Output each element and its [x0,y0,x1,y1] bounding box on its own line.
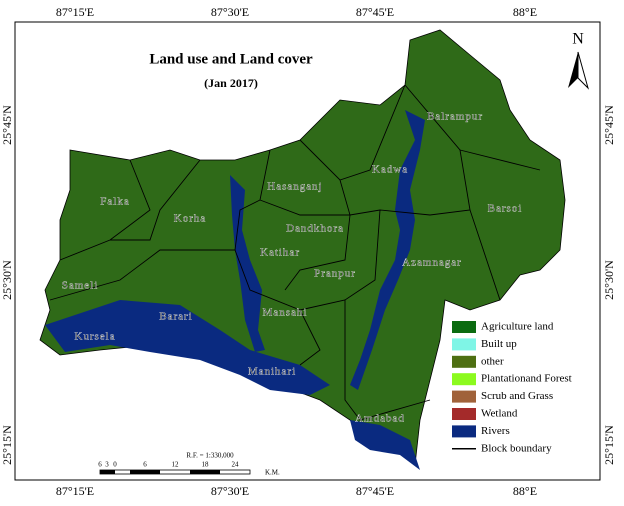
block-label: Azamnagar [402,257,462,269]
legend-label: Scrub and Grass [481,390,553,402]
legend-swatch [452,321,476,333]
latitude-label: 25°45'N [602,105,616,145]
legend-label: Rivers [481,425,510,437]
longitude-label: 88°E [513,5,537,19]
river [350,420,420,470]
block-label: Hasanganj [267,181,322,193]
legend-swatch [452,425,476,438]
block-label: Mansahi [263,307,308,319]
legend-label: Wetland [481,408,518,420]
river [350,110,425,390]
block-label: Kursela [74,331,115,343]
longitude-label: 87°30'E [211,484,249,498]
longitude-label: 87°15'E [56,5,94,19]
scale-tick-label: 3 [105,461,109,469]
legend-swatch [452,338,476,351]
block-label: Dandkhora [286,223,344,235]
river-ganga [45,300,330,395]
block-label: Barari [159,311,192,323]
block-label: Amdabad [355,413,405,425]
latitude-label: 25°15'N [0,425,14,465]
longitude-label: 88°E [513,484,537,498]
scale-tick-label: 24 [232,461,240,469]
block-label: Korha [174,213,207,225]
block-label: Katihar [260,247,300,259]
block-label: Barsoi [488,203,523,215]
legend-swatch [452,390,476,403]
north-label: N [572,31,584,48]
longitude-label: 87°15'E [56,484,94,498]
legend-label: Block boundary [481,442,552,454]
block-label: Manihari [248,366,296,378]
district [39,29,566,466]
legend-swatch [452,408,476,420]
block-boundaries [49,84,541,421]
legend-label: Plantationand Forest [481,373,572,385]
scale-tick-label: 6 [98,461,102,469]
legend-label: Built up [481,338,517,350]
block-label: Balrampur [427,111,483,123]
scale-tick-label: 18 [202,461,210,469]
north-arrow: N [568,31,589,90]
block-label: Falka [100,196,129,208]
block-label: Sameli [62,280,99,292]
legend-label: other [481,355,504,367]
scale-tick-label: 6 [143,461,147,469]
legend-swatch [452,373,476,386]
longitude-label: 87°45'E [356,484,394,498]
map-title: Land use and Land cover [149,51,313,67]
block-label: Kadwa [372,164,408,176]
block-label: Pranpur [314,268,356,280]
scale-tick-label: 0 [113,461,117,469]
latitude-label: 25°15'N [602,425,616,465]
scale-ratio: R.F. = 1:330,000 [186,452,234,460]
scale-tick-label: 12 [172,461,180,469]
latitude-label: 25°45'N [0,105,14,145]
map-subtitle: (Jan 2017) [204,76,258,90]
scale-unit: K.M. [265,469,280,477]
legend-label: Agriculture land [481,321,554,333]
latitude-label: 25°30'N [0,260,14,300]
latitude-label: 25°30'N [602,260,616,300]
longitude-label: 87°30'E [211,5,249,19]
scale-bar: R.F. = 1:330,000 K.M. [99,452,280,477]
longitude-label: 87°45'E [356,5,394,19]
legend-swatch [452,355,476,368]
